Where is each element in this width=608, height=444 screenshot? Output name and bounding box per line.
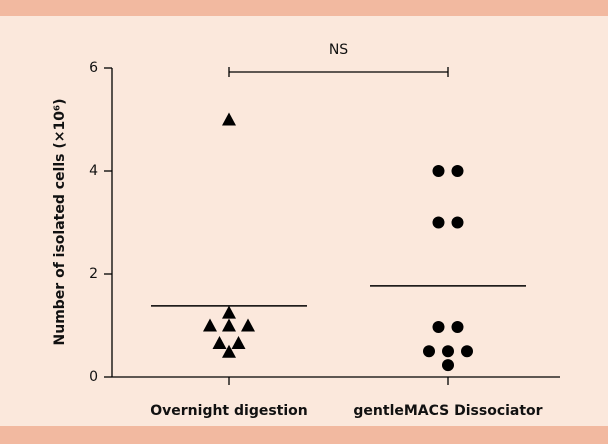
circle-point: [442, 345, 454, 358]
triangle-point: [222, 112, 236, 126]
y-tick-label: 0: [89, 369, 98, 385]
triangle-point: [222, 318, 236, 332]
circle-point: [432, 216, 445, 229]
y-axis-label: Number of isolated cells (×10⁶): [52, 99, 68, 346]
x-tick-label: gentleMACS Dissociator: [353, 403, 542, 419]
y-tick-label: 2: [89, 266, 98, 282]
y-tick-label: 6: [89, 60, 98, 76]
y-tick-label: 4: [89, 163, 98, 179]
triangle-point: [231, 336, 246, 350]
triangle-point: [212, 336, 227, 350]
top-band: [0, 0, 608, 16]
circle-point: [432, 321, 445, 334]
circle-point: [432, 165, 445, 177]
circle-point: [423, 345, 435, 358]
circle-point: [451, 165, 464, 177]
circle-point: [451, 321, 464, 334]
circle-point: [461, 345, 473, 358]
triangle-point: [222, 305, 236, 319]
bottom-band: [0, 426, 608, 444]
circle-point: [442, 359, 454, 372]
annotation: NS: [329, 42, 348, 58]
triangle-point: [222, 344, 236, 358]
triangle-point: [203, 318, 217, 332]
circle-point: [451, 216, 464, 229]
x-tick-label: Overnight digestion: [150, 403, 308, 419]
triangle-point: [241, 318, 255, 332]
